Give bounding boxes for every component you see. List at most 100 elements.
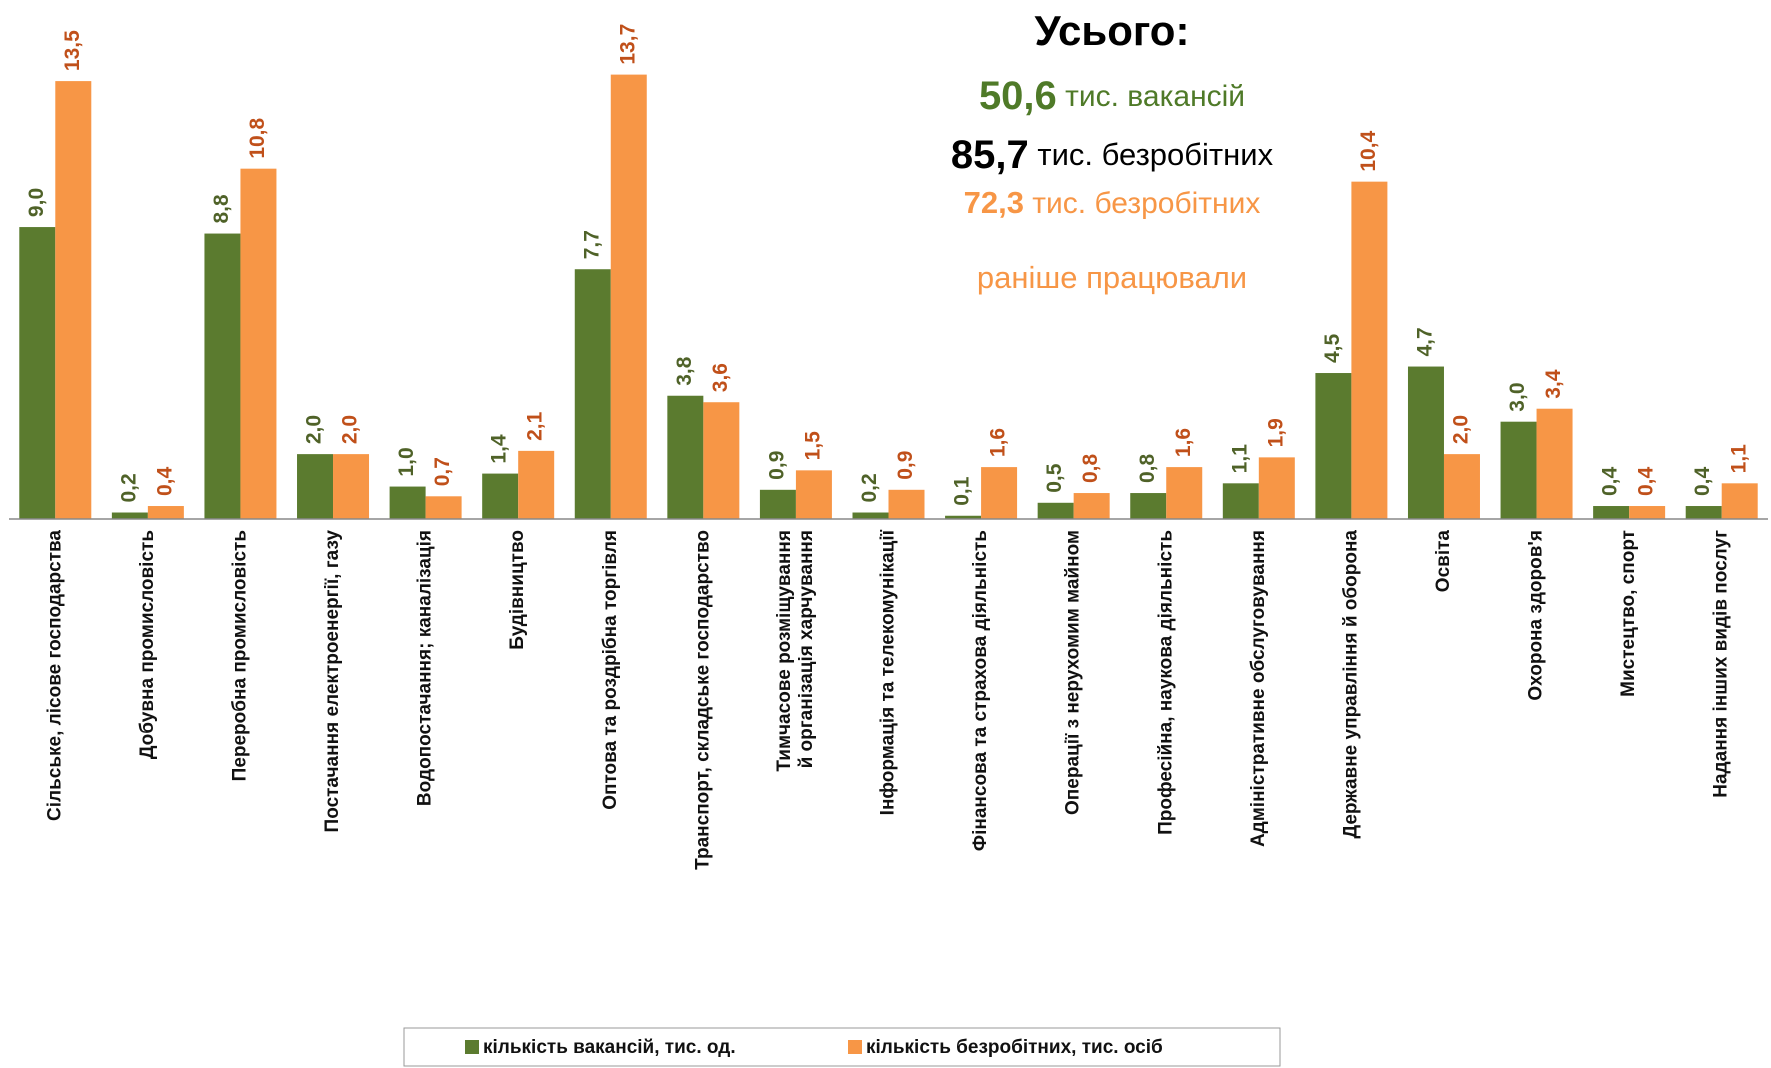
x-tick-label: Тимчасове розміщуванняй організація харч… <box>774 530 817 772</box>
bar <box>389 486 426 519</box>
value-label: 1,9 <box>1264 418 1287 447</box>
value-label: 2,0 <box>339 415 362 444</box>
value-label: 3,8 <box>673 356 696 386</box>
x-tick-label: Будівництво <box>507 530 528 650</box>
value-label: 0,5 <box>1043 463 1066 493</box>
value-label: 3,6 <box>709 363 732 392</box>
bar <box>482 473 519 519</box>
bar <box>703 402 740 519</box>
x-tick-label: Державне управління й оборона <box>1340 530 1361 839</box>
value-label: 0,9 <box>894 451 917 480</box>
bar <box>795 470 832 519</box>
summary-text: тис. вакансій <box>1065 80 1245 113</box>
value-label: 1,1 <box>1727 444 1750 474</box>
bar <box>1629 506 1666 519</box>
bar <box>759 489 796 519</box>
summary-line: 72,3 тис. безробітних <box>964 185 1261 220</box>
value-label: 1,4 <box>488 434 511 464</box>
bar <box>1500 421 1537 519</box>
value-label: 0,2 <box>858 473 881 502</box>
bar <box>574 269 611 519</box>
bar <box>1258 457 1295 519</box>
x-tick-label-line: Тимчасове розміщування <box>774 530 795 772</box>
value-label: 3,0 <box>1506 382 1529 411</box>
x-tick-label: Освіта <box>1433 530 1454 593</box>
x-tick-label: Професійна, наукова діяльність <box>1155 530 1176 835</box>
bar <box>1130 493 1167 519</box>
value-label: 10,4 <box>1357 130 1380 171</box>
value-label: 0,4 <box>1691 467 1714 497</box>
value-label: 0,1 <box>951 476 974 506</box>
x-tick-label: Операції з нерухомим майном <box>1063 530 1084 815</box>
bar <box>1166 467 1203 519</box>
value-label: 3,4 <box>1542 369 1565 399</box>
bar <box>852 512 889 519</box>
bar <box>981 467 1018 519</box>
bar <box>425 496 462 519</box>
bar <box>1407 366 1444 519</box>
summary-last-line: раніше працювали <box>977 260 1247 295</box>
x-tick-label: Фінансова та страхова діяльність <box>970 530 991 851</box>
value-label: 0,7 <box>431 457 454 486</box>
value-label: 8,8 <box>210 194 233 224</box>
bar <box>518 450 555 519</box>
value-label: 13,5 <box>61 30 84 71</box>
value-label: 0,2 <box>117 473 140 502</box>
value-label: 2,0 <box>1450 415 1473 444</box>
bar <box>1536 408 1573 519</box>
value-label: 13,7 <box>616 24 639 65</box>
value-label: 9,0 <box>25 188 48 217</box>
summary-text: тис. безробітних <box>1037 137 1273 172</box>
value-label: 0,4 <box>1599 467 1622 497</box>
x-tick-label: Інформація та телекомунікації <box>878 529 899 815</box>
bar <box>667 395 704 519</box>
bar <box>610 74 647 519</box>
legend-label: кількість безробітних, тис. осіб <box>866 1037 1163 1058</box>
bar <box>1073 493 1110 519</box>
bar <box>1721 483 1758 519</box>
x-tick-label: Добувна промисловість <box>137 530 158 759</box>
legend-swatch <box>848 1040 862 1054</box>
value-label: 7,7 <box>580 230 603 259</box>
summary-line: 50,6 тис. вакансій <box>979 74 1245 118</box>
summary-text: тис. безробітних <box>1029 137 1274 172</box>
bar <box>1315 373 1352 519</box>
value-label: 0,4 <box>1635 467 1658 497</box>
bar <box>111 512 148 519</box>
x-tick-label: Оптова та роздрібна торгівля <box>600 530 621 810</box>
value-label: 1,6 <box>987 428 1010 457</box>
bar <box>1593 506 1630 519</box>
x-tick-label: Охорона здоров'я <box>1526 530 1547 701</box>
value-label: 0,8 <box>1079 454 1102 484</box>
summary-title: Усього: <box>1035 7 1190 54</box>
value-label: 0,8 <box>1136 454 1159 484</box>
value-label: 4,7 <box>1414 327 1437 356</box>
x-tick-label: Сільське, лісове господарства <box>44 530 65 821</box>
legend-swatch <box>465 1040 479 1054</box>
summary-text: тис. вакансій <box>1057 80 1245 113</box>
bar <box>297 454 334 519</box>
value-label: 2,1 <box>524 411 547 441</box>
summary-text: тис. безробітних <box>1032 187 1260 220</box>
value-label: 10,8 <box>246 117 269 158</box>
value-label: 1,0 <box>395 447 418 476</box>
bar <box>1443 454 1480 519</box>
bar <box>888 489 925 519</box>
x-tick-label: Надання інших видів послуг <box>1711 530 1732 798</box>
value-label: 1,1 <box>1228 444 1251 474</box>
bar <box>1222 483 1259 519</box>
bar <box>945 515 982 519</box>
x-tick-label: Водопостачання; каналізація <box>415 530 436 806</box>
value-label: 2,0 <box>303 415 326 444</box>
bar <box>204 233 241 520</box>
bar <box>240 168 277 520</box>
value-label: 0,9 <box>765 451 788 480</box>
value-label: 1,5 <box>801 431 824 461</box>
legend-box <box>403 1027 1281 1067</box>
x-tick-label: Мистецтво, спорт <box>1618 530 1639 697</box>
bar <box>1037 502 1074 519</box>
bar <box>147 506 184 519</box>
summary-text: тис. безробітних <box>1024 187 1260 220</box>
summary-value: 72,3 <box>964 185 1024 220</box>
